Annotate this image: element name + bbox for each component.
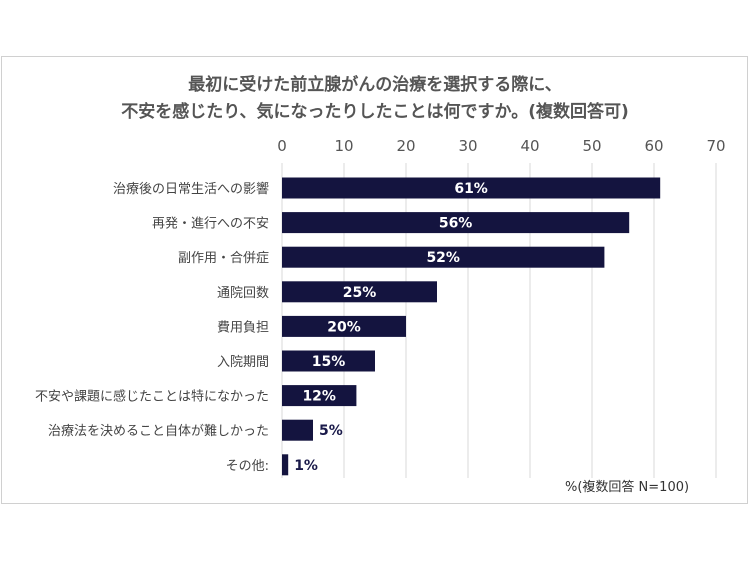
bar	[282, 177, 661, 199]
x-tick-label: 60	[644, 137, 663, 155]
category-label: 通院回数	[217, 286, 269, 301]
x-tick-label: 0	[277, 137, 287, 155]
x-tick-label: 20	[396, 137, 415, 155]
x-tick-labels: 0 10 20 30 40 50 60 70	[277, 137, 725, 155]
bar	[282, 212, 630, 234]
value-label: 52%	[426, 250, 460, 266]
value-label: 61%	[454, 181, 488, 197]
value-label: 20%	[327, 319, 361, 335]
bar	[282, 350, 375, 372]
x-tick-label: 70	[706, 137, 725, 155]
value-label: 15%	[312, 354, 346, 370]
bars	[282, 177, 661, 476]
value-label: 12%	[302, 389, 336, 405]
value-labels: 61% 56% 52% 25% 20% 15% 12% 5% 1%	[294, 181, 488, 474]
x-tick-label: 40	[520, 137, 539, 155]
value-label: 1%	[294, 458, 318, 474]
category-label: 治療法を決めること自体が難しかった	[48, 424, 269, 439]
category-labels: 治療後の日常生活への影響再発・進行への不安副作用・合併症通院回数費用負担入院期間…	[35, 181, 269, 474]
bar	[282, 315, 406, 337]
x-tick-label: 10	[334, 137, 353, 155]
bar	[282, 246, 605, 268]
chart-title-line-1: 最初に受けた前立腺がんの治療を選択する際に、	[188, 75, 562, 95]
chart-title-line-2: 不安を感じたり、気になったりしたことは何ですか。(複数回答可)	[121, 102, 629, 122]
value-label: 25%	[343, 285, 377, 301]
category-label: 費用負担	[217, 320, 269, 335]
category-label: 副作用・合併症	[178, 251, 269, 266]
category-label: 再発・進行への不安	[152, 217, 269, 232]
category-label: 不安や課題に感じたことは特になかった	[35, 389, 269, 405]
category-label: その他:	[226, 459, 269, 474]
x-tick-label: 50	[582, 137, 601, 155]
bar	[282, 454, 289, 476]
bar	[282, 385, 357, 407]
value-label: 5%	[319, 423, 343, 439]
category-label: 入院期間	[217, 355, 269, 370]
bar	[282, 419, 313, 441]
sample-note: %(複数回答 N=100)	[565, 480, 690, 495]
category-label: 治療後の日常生活への影響	[113, 181, 269, 197]
bar	[282, 281, 437, 303]
x-tick-label: 30	[458, 137, 477, 155]
value-label: 56%	[439, 216, 473, 232]
chart-frame	[1, 56, 748, 504]
